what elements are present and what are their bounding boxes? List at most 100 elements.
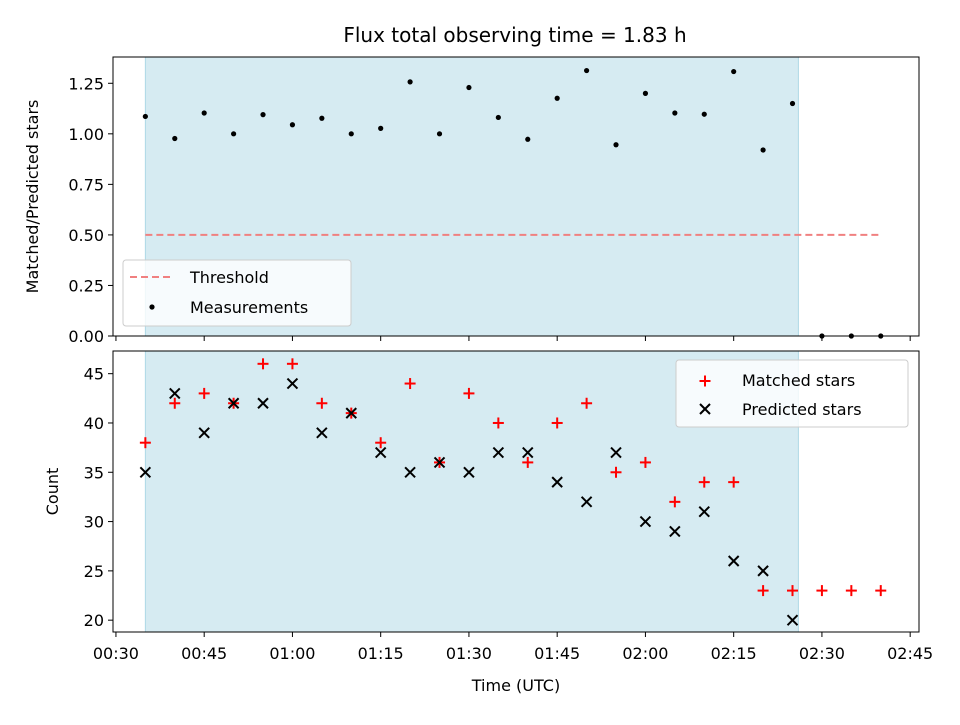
legend-measurements-swatch	[149, 304, 155, 310]
x-tick-label: 02:45	[887, 644, 933, 663]
matched-star-point	[492, 417, 504, 429]
matched-star-point	[463, 387, 475, 399]
matched-star-point	[375, 437, 387, 449]
measurement-point	[201, 110, 207, 116]
cross-b	[492, 446, 505, 459]
x-tick-label: 00:45	[181, 644, 227, 663]
bottom-y-ticks: 20 25 30 35 40 45	[84, 365, 113, 630]
measurement-point	[554, 95, 560, 101]
top-y-tick-label: 0.00	[68, 327, 104, 346]
measurement-point	[672, 110, 678, 116]
predicted-star-point	[433, 456, 446, 469]
predicted-star-point	[374, 446, 387, 459]
matched-star-point	[787, 585, 799, 597]
cross-b	[316, 427, 328, 439]
bottom-y-tick-label: 25	[84, 562, 104, 581]
top-x-ticks	[115, 336, 911, 341]
top-y-tick-label: 1.00	[68, 125, 104, 144]
measurement-point	[583, 67, 590, 74]
predicted-star-point	[786, 614, 799, 626]
top-y-ticks: 0.00 0.25 0.50 0.75 1.00 1.25	[68, 74, 113, 346]
measurement-point	[319, 115, 325, 121]
matched-star-point	[316, 397, 328, 409]
top-y-tick-label: 0.25	[68, 276, 104, 295]
cross-b	[198, 427, 210, 439]
measurement-point	[142, 113, 148, 120]
top-legend-box	[122, 259, 352, 327]
top-y-tick-label: 1.25	[68, 74, 104, 93]
measurement-point	[436, 131, 443, 137]
matched-star-point	[610, 466, 622, 478]
predicted-star-point	[257, 397, 269, 409]
predicted-stars-points	[139, 377, 799, 626]
matched-star-point	[169, 397, 181, 409]
bottom-y-axis-label: Count	[43, 468, 62, 516]
matched-star-point	[728, 476, 740, 488]
cross-b	[727, 555, 740, 567]
top-y-tick-label: 0.50	[68, 226, 104, 245]
matched-star-point	[757, 585, 769, 597]
top-axes-frame	[112, 56, 920, 337]
measurement-point	[289, 122, 296, 128]
bottom-y-tick-label: 45	[84, 365, 104, 384]
measurement-point	[613, 142, 619, 148]
bottom-y-tick-label: 20	[84, 611, 104, 630]
predicted-star-point	[639, 515, 652, 528]
cross-b	[610, 446, 622, 459]
measurement-point	[348, 131, 354, 137]
cross-b	[345, 407, 357, 419]
cross-b	[433, 456, 446, 469]
cross-b	[551, 476, 563, 488]
matched-star-point	[139, 437, 151, 449]
cross-b	[169, 387, 181, 400]
x-tick-label: 01:45	[534, 644, 580, 663]
cross-b	[757, 565, 769, 577]
predicted-star-point	[727, 555, 740, 567]
bottom-x-ticks: 00:30 00:45 01:00 01:15 01:30 01:45 02:00 02:15…	[93, 632, 933, 663]
bottom-panel: 20 25 30 35 40 45 00:30 00:45 01:00 01:15 01:30 01…	[43, 350, 933, 695]
cross-b	[699, 403, 711, 415]
legend-plus-marker	[699, 375, 711, 387]
cross-b	[257, 397, 269, 409]
measurement-point	[495, 114, 501, 121]
measurement-point	[789, 100, 796, 107]
predicted-star-point	[345, 407, 357, 419]
matched-stars-points	[139, 358, 887, 597]
predicted-star-point	[198, 427, 210, 439]
predicted-star-point	[227, 397, 240, 409]
top-y-axis-label: Matched/Predicted stars	[23, 100, 42, 294]
cross-b	[374, 446, 387, 459]
x-tick-label: 02:15	[711, 644, 757, 663]
bottom-legend-box	[675, 359, 909, 428]
matched-star-point	[404, 378, 416, 390]
matched-star-point	[551, 417, 563, 429]
top-legend: Threshold Measurements	[122, 259, 352, 327]
legend-matched-swatch	[699, 375, 711, 387]
measurement-point	[466, 84, 472, 91]
matched-star-point	[845, 585, 857, 597]
matched-star-point	[522, 456, 534, 468]
measurement-point	[760, 147, 766, 153]
predicted-star-point	[698, 506, 710, 518]
bottom-axes-frame	[112, 350, 920, 633]
bottom-y-tick-label: 35	[84, 463, 104, 482]
measurement-point	[378, 125, 384, 131]
matched-star-point	[257, 358, 269, 370]
predicted-star-point	[316, 427, 328, 439]
legend-measurements-label: Measurements	[190, 298, 308, 317]
x-tick-label: 01:15	[358, 644, 404, 663]
measurement-point	[260, 112, 266, 118]
cross-b	[404, 466, 416, 478]
legend-matched-label: Matched stars	[742, 371, 855, 390]
x-axis-label: Time (UTC)	[471, 676, 560, 695]
measurement-point	[407, 79, 413, 85]
predicted-star-point	[286, 377, 299, 390]
matched-star-point	[198, 387, 210, 399]
cross-b	[639, 515, 652, 528]
predicted-star-point	[610, 446, 622, 459]
matched-star-point	[639, 456, 651, 468]
measurement-point	[731, 68, 737, 75]
top-panel: 0.00 0.25 0.50 0.75 1.00 1.25 Matched/Predict…	[23, 56, 920, 346]
x-tick-label: 02:30	[799, 644, 845, 663]
